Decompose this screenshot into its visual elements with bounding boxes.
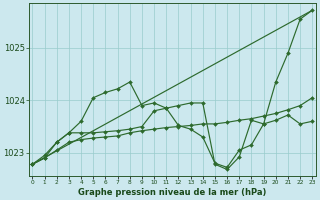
- X-axis label: Graphe pression niveau de la mer (hPa): Graphe pression niveau de la mer (hPa): [78, 188, 267, 197]
